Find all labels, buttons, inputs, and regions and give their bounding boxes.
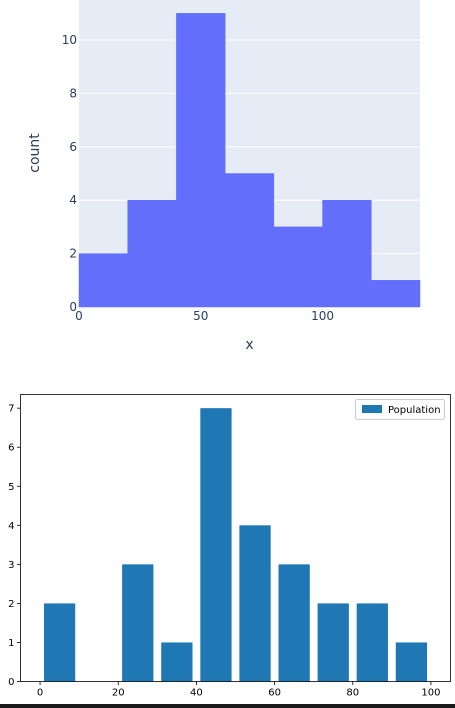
- y-axis-title: count: [27, 133, 43, 173]
- x-tick-label: 20: [112, 688, 125, 699]
- histogram-bar: [78, 253, 128, 308]
- bottom-bar: [0, 704, 455, 708]
- population-bar-chart: 0 20 40 60 80 100 0 1 2 3 4 5 6 7 Population: [8, 394, 451, 699]
- population-bar: [200, 408, 232, 682]
- population-bar: [43, 603, 76, 682]
- y-tick-label: 1: [8, 638, 14, 649]
- axes-frame: [20, 394, 451, 682]
- x-tick-label: 100: [311, 309, 334, 323]
- y-tick-label: 4: [69, 193, 77, 207]
- x-tick-label: 40: [190, 688, 203, 699]
- legend-box: [355, 399, 445, 420]
- x-tick-label: 50: [193, 309, 208, 323]
- histogram-bar: [322, 199, 372, 308]
- population-bar: [395, 642, 428, 682]
- x-tick-label: 80: [346, 688, 359, 699]
- population-bar: [356, 603, 388, 682]
- y-tick-label: 2: [8, 599, 14, 610]
- x-tick-label: 100: [421, 688, 440, 699]
- y-tick-label: 7: [8, 404, 14, 415]
- y-tick-label: 4: [8, 521, 14, 532]
- histogram-bar: [127, 199, 177, 308]
- y-tick-label: 0: [69, 300, 77, 314]
- x-tick-label: 60: [268, 688, 281, 699]
- y-tick-label: 3: [8, 560, 14, 571]
- legend-label: Population: [388, 405, 441, 416]
- histogram-bar: [371, 280, 421, 308]
- y-tick-label: 2: [69, 247, 77, 261]
- population-bar: [239, 525, 271, 682]
- histogram-bar: [176, 13, 226, 308]
- y-tick-label: 0: [8, 677, 14, 688]
- histogram-chart: 0 50 100 0 2 4 6 8 10 x count: [27, 0, 421, 353]
- histogram-bar: [273, 226, 323, 308]
- legend-swatch: [362, 405, 382, 413]
- y-tick-label: 6: [8, 443, 14, 454]
- histogram-bar: [224, 173, 275, 308]
- x-tick-label: 0: [75, 309, 83, 323]
- y-tick-label: 10: [62, 33, 77, 47]
- population-bar: [317, 603, 349, 682]
- legend: Population: [355, 399, 445, 420]
- y-tick-label: 8: [69, 86, 77, 100]
- population-bar: [278, 564, 310, 682]
- y-tick-label: 5: [8, 482, 14, 493]
- population-bar: [161, 642, 193, 682]
- y-tick-label: 6: [69, 140, 77, 154]
- x-tick-label: 0: [37, 688, 43, 699]
- x-axis-title: x: [245, 337, 253, 353]
- population-bar: [122, 564, 154, 682]
